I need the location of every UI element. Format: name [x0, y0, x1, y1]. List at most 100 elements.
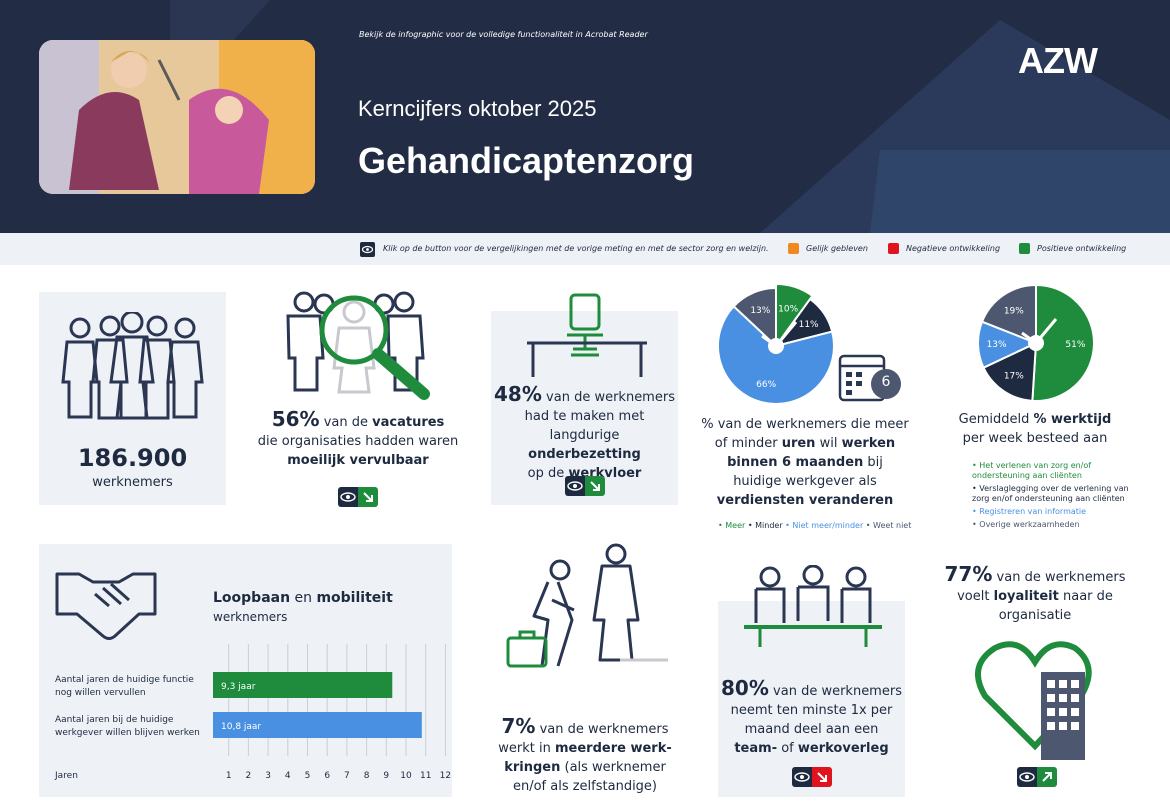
bar-value-label-1: 10,8 jaar — [221, 722, 261, 732]
loyaliteit-compare-button[interactable] — [1017, 767, 1057, 787]
werktijd-text: Gemiddeld % werktijd per week besteed aa… — [945, 410, 1125, 448]
meerdere-l3a: kringen — [504, 760, 561, 775]
tick-label-10: 10 — [400, 771, 412, 781]
uren-pie-slice-label-2: 66% — [756, 380, 776, 390]
vacatures-l3: moeilijk vervulbaar — [287, 453, 429, 468]
legend-negatief: Negatieve ontwikkeling — [906, 244, 1001, 253]
vacatures-pct: 56% — [271, 407, 320, 431]
tick-label-7: 7 — [344, 771, 350, 781]
meerdere-l1: van de werknemers — [539, 722, 669, 737]
uren-pie-slice-3 — [732, 286, 777, 349]
vacatures-l1b: vacatures — [372, 415, 445, 430]
loyaliteit-l2a: voelt — [957, 589, 994, 604]
workers-card: 186.900 werknemers — [39, 292, 226, 505]
uren-l4: huidige werkgever als — [733, 474, 877, 489]
legend-instruction: Klik op de button voor de vergelijkingen… — [383, 244, 769, 253]
loyaliteit-l3: organisatie — [998, 608, 1072, 623]
werktijd-pie-slice-label-2: 13% — [987, 340, 1007, 350]
overleg-l4b: of — [777, 741, 798, 756]
uren-pie-slice-label-3: 13% — [750, 306, 770, 316]
onderbezetting-compare-button[interactable] — [565, 476, 605, 496]
werktijd-item-verslag: • Verslaglegging over de verlening van z… — [972, 484, 1129, 503]
uren-l3a: binnen 6 maanden — [727, 455, 864, 470]
overleg-l1: van de werknemers — [773, 684, 902, 699]
category-label-1-0: Aantal jaren bij de huidige — [55, 715, 174, 725]
onderbezetting-card: 48% van de werknemers had te maken met l… — [491, 293, 678, 505]
desk-chair-icon — [527, 293, 647, 377]
onderbezetting-l3: onderbezetting — [528, 447, 641, 462]
uren-pie-slice-2 — [717, 304, 835, 405]
meerdere-l2b: meerdere werk- — [554, 741, 672, 756]
people-group-icon — [61, 312, 204, 420]
meerdere-l4: en/of als zelfstandige) — [512, 779, 658, 794]
uren-legend-meer: Meer — [725, 521, 746, 530]
legend-red-square — [888, 243, 899, 254]
azw-logo: AZW — [1018, 40, 1098, 81]
calendar-icon — [838, 354, 901, 402]
uren-l2c: wil — [815, 436, 842, 451]
calendar-number: 6 — [881, 374, 891, 390]
werktijd-pie-hand-2 — [1034, 318, 1058, 344]
loopbaan-title-b: en — [290, 590, 317, 606]
uren-pie-slice-label-1: 11% — [799, 320, 819, 330]
tick-label-3: 3 — [265, 771, 271, 781]
commuter-icon — [506, 543, 668, 668]
category-label-0-1: nog willen vervullen — [55, 688, 146, 698]
tick-label-5: 5 — [305, 771, 311, 781]
uren-l2d: werken — [841, 436, 896, 451]
eye-icon — [360, 242, 375, 257]
uren-pie-slice-0 — [775, 282, 814, 350]
loyaliteit-l2c: naar de — [1058, 589, 1113, 604]
tick-label-11: 11 — [420, 771, 431, 781]
werktijd-l2: per week besteed aan — [962, 431, 1108, 446]
vacatures-l2: die organisaties hadden waren — [257, 434, 459, 449]
werktijd-pie-slice-3 — [980, 283, 1037, 345]
werktijd-pie-chart: 51% 17% 13% 19% — [977, 283, 1095, 402]
loopbaan-title: Loopbaan en mobiliteit — [213, 590, 393, 606]
meeting-icon — [744, 565, 882, 647]
meerdere-l3b: (als werknemer — [560, 760, 666, 775]
tick-label-1: 1 — [226, 771, 232, 781]
loyaliteit-l2b: loyaliteit — [993, 589, 1059, 604]
overleg-card: 80% van de werknemers neemt ten minste 1… — [718, 565, 905, 797]
onderbezetting-l2: had te maken met langdurige — [524, 409, 645, 443]
meerdere-text: 7% van de werknemers werkt in meerdere w… — [487, 716, 683, 796]
overleg-l2: neemt ten minste 1x per — [730, 703, 893, 718]
loopbaan-subtitle: werknemers — [213, 610, 288, 624]
uren-legend-minder: Minder — [755, 521, 783, 530]
uren-l2a: of minder — [714, 436, 782, 451]
tick-label-4: 4 — [285, 771, 291, 781]
workers-label: werknemers — [92, 475, 173, 490]
onderbezetting-pct: 48% — [494, 382, 542, 406]
loopbaan-title-c: mobiliteit — [316, 590, 393, 606]
overleg-pct: 80% — [721, 676, 769, 700]
bar-0 — [213, 672, 393, 698]
onderbezetting-l4a: op de — [527, 466, 569, 481]
legend-bar: Klik op de button voor de vergelijkingen… — [0, 233, 1170, 265]
uren-l2b: uren — [781, 436, 816, 451]
legend-green-square — [1019, 243, 1030, 254]
uren-pie-hand-2 — [774, 321, 798, 347]
acrobat-hint: Bekijk de infographic voor de volledige … — [359, 30, 648, 39]
overleg-text: 80% van de werknemers neemt ten minste 1… — [718, 676, 905, 758]
vacancy-magnifier-icon — [286, 291, 430, 400]
meerdere-l2a: werkt in — [498, 741, 555, 756]
werktijd-item-registreren: • Registreren van informatie — [972, 507, 1087, 516]
tick-label-2: 2 — [246, 771, 252, 781]
overleg-l4a: team- — [734, 741, 778, 756]
vacatures-compare-button[interactable] — [338, 487, 378, 507]
loopbaan-title-a: Loopbaan — [213, 590, 291, 606]
werktijd-pie-slice-0 — [1031, 283, 1095, 402]
overleg-compare-button[interactable] — [792, 767, 832, 787]
werktijd-l1b: % werktijd — [1033, 412, 1112, 427]
uren-pie-slice-label-0: 10% — [778, 304, 798, 314]
onderbezetting-text: 48% van de werknemers had te maken met l… — [491, 382, 678, 483]
tick-label-9: 9 — [383, 771, 389, 781]
uren-legend-niet: Niet meer/minder — [792, 521, 864, 530]
werktijd-pie-hand-1 — [1021, 331, 1037, 345]
overleg-l4c: werkoverleg — [797, 741, 889, 756]
uren-text: % van de werknemers die meer of minder u… — [700, 415, 910, 510]
werktijd-item-zorg: • Het verlenen van zorg en/of ondersteun… — [972, 461, 1092, 480]
